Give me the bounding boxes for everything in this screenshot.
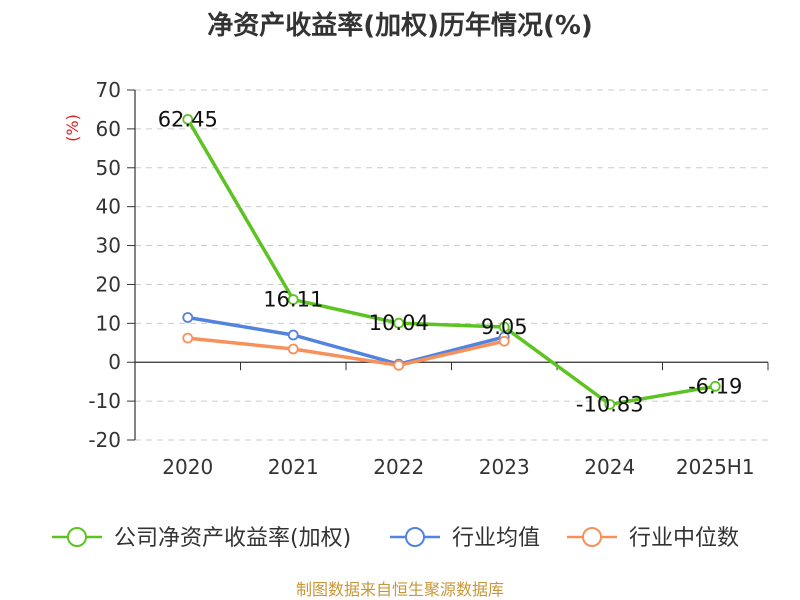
series-0 [182,113,721,410]
data-point[interactable] [393,359,405,371]
data-label: 10.04 [369,311,429,335]
series-line [187,315,505,366]
data-point[interactable] [709,380,721,392]
data-point[interactable] [287,329,299,341]
y-tick-label: 30 [96,234,121,258]
x-tick-label: 2020 [162,455,213,479]
legend-label[interactable]: 公司净资产收益率(加权) [114,526,351,551]
series-line [186,118,716,407]
chart-title: 净资产收益率(加权)历年情况(%) [207,10,593,41]
series-line [187,336,505,368]
x-tick-label: 2022 [373,455,424,479]
y-tick-label: -10 [88,389,121,413]
data-point[interactable] [604,398,616,410]
data-point[interactable] [182,312,194,323]
series-1 [182,312,510,370]
legend: 公司净资产收益率(加权) 行业均值 行业中位数 [52,526,739,551]
x-tick-label: 2021 [268,455,319,479]
x-tick-label: 2025H1 [676,455,755,479]
grid-lines [127,89,768,441]
x-axis: 2020 2021 2022 2023 2024 2025H1 [134,90,769,479]
y-tick-labels: 70 60 50 40 30 20 10 0 -10 -20 [88,78,121,452]
source-note: 制图数据来自恒生聚源数据库 [296,580,504,599]
y-tick-label: -20 [88,428,121,452]
data-point[interactable] [287,294,299,305]
data-point[interactable] [182,113,194,125]
data-point[interactable] [498,335,510,347]
data-point[interactable] [393,317,405,329]
series-layer [182,113,721,410]
y-tick-label: 60 [96,117,121,141]
data-point[interactable] [287,343,299,355]
data-label: 9.05 [481,315,528,339]
y-tick-label: 10 [96,311,121,335]
data-label: -6.19 [688,374,742,398]
legend-swatch-marker [67,527,87,547]
x-tick-label: 2024 [584,455,635,479]
y-axis-label: (%) [63,114,82,142]
data-label: 16.11 [263,288,323,312]
data-label: 62.45 [158,107,218,131]
y-tick-label: 70 [96,78,121,102]
y-tick-label: 20 [96,272,121,296]
series-2 [182,332,510,371]
legend-label[interactable]: 行业均值 [452,526,540,551]
y-tick-label: 50 [96,156,121,180]
data-labels: 62.45 16.11 10.04 9.05 -10.83 -6.19 [158,107,743,416]
y-tick-label: 40 [96,195,121,219]
data-label: -10.83 [576,392,644,416]
legend-label[interactable]: 行业中位数 [629,526,739,551]
data-point[interactable] [182,332,194,344]
legend-swatch-marker [405,527,425,547]
x-tick-label: 2023 [479,455,530,479]
legend-swatch-marker [582,527,602,547]
data-point[interactable] [498,321,510,333]
y-tick-label: 0 [108,350,121,374]
